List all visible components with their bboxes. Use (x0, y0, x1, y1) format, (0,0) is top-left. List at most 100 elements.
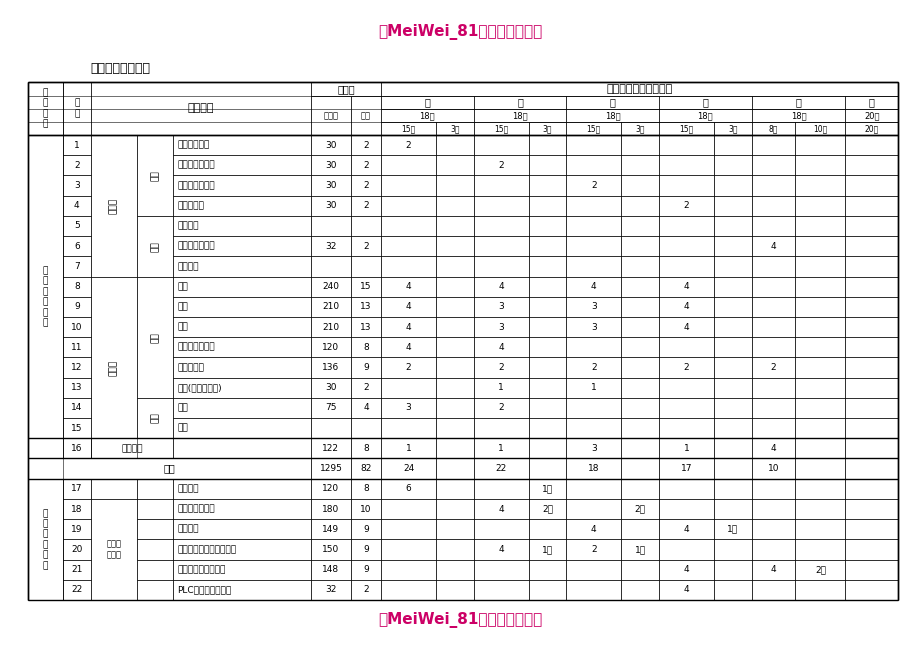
Text: 18: 18 (71, 505, 83, 514)
Text: 3: 3 (590, 302, 596, 311)
Text: 德育课: 德育课 (109, 198, 119, 214)
Text: 3周: 3周 (449, 124, 460, 133)
Text: 物理: 物理 (177, 404, 187, 413)
Text: 数学: 数学 (177, 302, 187, 311)
Text: 10: 10 (360, 505, 371, 514)
Text: 五: 五 (795, 98, 800, 107)
Text: 职业健康与安全: 职业健康与安全 (177, 242, 215, 251)
Text: 30: 30 (324, 161, 336, 170)
Text: 13: 13 (71, 383, 83, 392)
Text: 9: 9 (74, 302, 80, 311)
Text: 4: 4 (498, 545, 504, 554)
Text: 30: 30 (324, 383, 336, 392)
Text: 4: 4 (405, 322, 411, 331)
Text: 化学: 化学 (177, 424, 187, 433)
Text: 30: 30 (324, 201, 336, 210)
Text: 19: 19 (71, 525, 83, 534)
Text: 32: 32 (325, 242, 336, 251)
Text: 4: 4 (74, 201, 80, 210)
Text: 4: 4 (683, 322, 688, 331)
Text: 4: 4 (683, 585, 688, 594)
Text: 6: 6 (405, 484, 411, 493)
Text: 1周: 1周 (726, 525, 738, 534)
Text: 4: 4 (683, 282, 688, 291)
Text: 75: 75 (324, 404, 336, 413)
Text: 合计: 合计 (164, 464, 176, 473)
Text: 4: 4 (683, 565, 688, 574)
Text: 17: 17 (680, 464, 691, 473)
Text: 2: 2 (498, 363, 504, 372)
Text: 「MeiWei_81重点借鉴文档」: 「MeiWei_81重点借鉴文档」 (378, 24, 541, 40)
Text: 2: 2 (363, 181, 369, 190)
Text: 13: 13 (360, 322, 371, 331)
Text: 七、教学进程安排: 七、教学进程安排 (90, 61, 150, 74)
Text: 1: 1 (74, 141, 80, 150)
Text: 8: 8 (363, 484, 369, 493)
Text: 2周: 2周 (541, 505, 552, 514)
Text: 2: 2 (363, 585, 369, 594)
Text: 3周: 3周 (542, 124, 551, 133)
Text: 职业生涯规划: 职业生涯规划 (177, 141, 210, 150)
Text: 8周: 8周 (768, 124, 777, 133)
Text: 机械基础: 机械基础 (177, 525, 199, 534)
Text: 4: 4 (498, 343, 504, 352)
Text: 120: 120 (322, 343, 339, 352)
Text: 6: 6 (74, 242, 80, 251)
Text: 1: 1 (498, 383, 504, 392)
Text: 电气系统安装与调试: 电气系统安装与调试 (177, 565, 225, 574)
Text: 30: 30 (324, 181, 336, 190)
Text: 149: 149 (322, 525, 339, 534)
Text: 4: 4 (770, 565, 776, 574)
Text: 4: 4 (498, 282, 504, 291)
Text: 4: 4 (683, 302, 688, 311)
Text: 1: 1 (683, 444, 688, 453)
Text: 4: 4 (683, 525, 688, 534)
Text: 3: 3 (498, 302, 504, 311)
Text: 4: 4 (405, 302, 411, 311)
Text: 12: 12 (71, 363, 83, 372)
Text: 课
程
类
别: 课 程 类 别 (43, 89, 48, 129)
Text: 15周: 15周 (401, 124, 415, 133)
Text: 16: 16 (71, 444, 83, 453)
Text: 30: 30 (324, 141, 336, 150)
Text: 9: 9 (363, 525, 369, 534)
Text: 1周: 1周 (541, 484, 552, 493)
Text: 哲学与人生: 哲学与人生 (177, 201, 204, 210)
Text: 艺术(美术、音乐): 艺术(美术、音乐) (177, 383, 221, 392)
Text: 2: 2 (363, 383, 369, 392)
Text: 1周: 1周 (541, 545, 552, 554)
Text: 13: 13 (360, 302, 371, 311)
Text: 18周: 18周 (789, 111, 805, 120)
Text: 3周: 3周 (727, 124, 737, 133)
Text: 总学时: 总学时 (323, 111, 338, 120)
Text: 2: 2 (405, 363, 411, 372)
Text: 4: 4 (770, 242, 776, 251)
Text: 学时数: 学时数 (336, 84, 355, 94)
Text: 2: 2 (405, 141, 411, 150)
Text: 2: 2 (590, 545, 596, 554)
Text: 18周: 18周 (419, 111, 435, 120)
Text: 机械制图: 机械制图 (177, 484, 199, 493)
Text: 2: 2 (363, 242, 369, 251)
Text: 9: 9 (363, 565, 369, 574)
Text: 3: 3 (405, 404, 411, 413)
Text: 二: 二 (516, 98, 522, 107)
Text: 2: 2 (498, 404, 504, 413)
Text: 2周: 2周 (814, 565, 825, 574)
Text: 1295: 1295 (319, 464, 342, 473)
Text: 「MeiWei_81重点借鉴文档」: 「MeiWei_81重点借鉴文档」 (378, 612, 541, 628)
Text: 24: 24 (403, 464, 414, 473)
Text: 18周: 18周 (512, 111, 528, 120)
Text: 15周: 15周 (678, 124, 693, 133)
Text: 必修: 必修 (151, 332, 159, 342)
Text: PLC编程与应用技术: PLC编程与应用技术 (177, 585, 232, 594)
Text: 8: 8 (363, 343, 369, 352)
Text: 18周: 18周 (604, 111, 619, 120)
Text: 22: 22 (495, 464, 506, 473)
Text: 必修: 必修 (151, 170, 159, 181)
Text: 9: 9 (363, 363, 369, 372)
Text: 3: 3 (498, 322, 504, 331)
Text: 英语: 英语 (177, 322, 187, 331)
Text: 18: 18 (587, 464, 599, 473)
Text: 体育与健康: 体育与健康 (177, 363, 204, 372)
